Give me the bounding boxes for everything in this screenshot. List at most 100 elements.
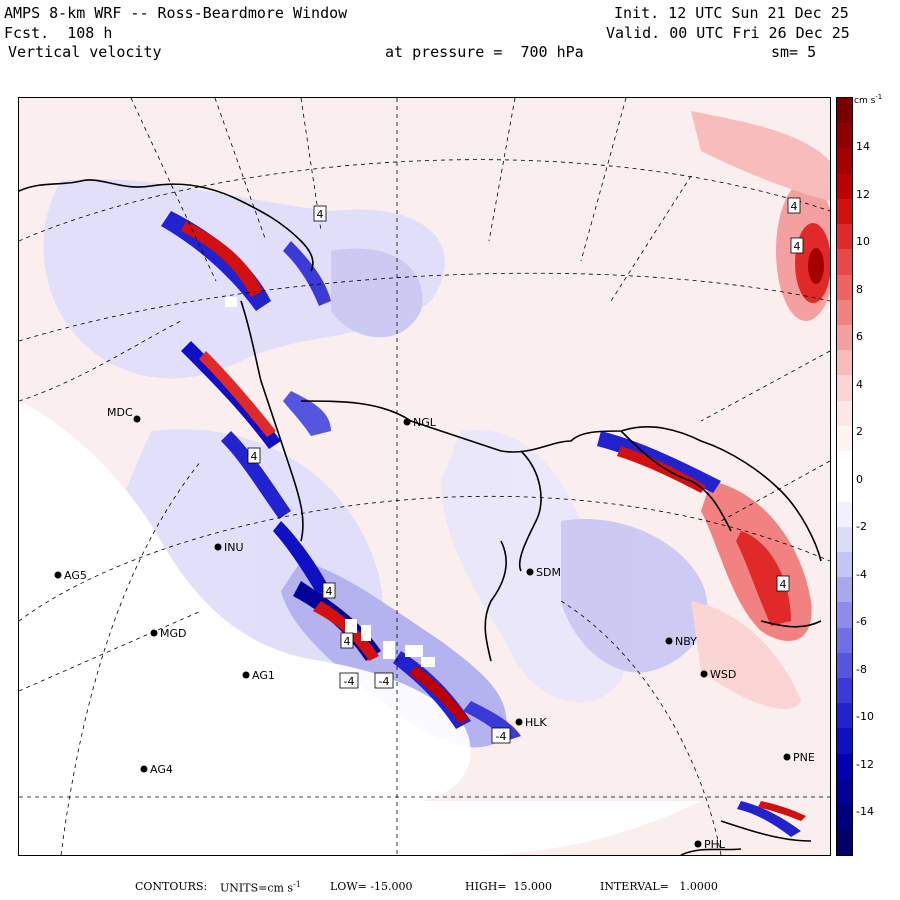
colorbar-tick-label: -6	[856, 615, 867, 628]
colorbar-tick-label: 14	[856, 140, 870, 153]
station-label: INU	[224, 541, 244, 554]
station-marker[interactable]	[242, 671, 250, 679]
contour-label: 4	[340, 632, 354, 649]
terrain-mask-blocks	[225, 297, 435, 667]
svg-text:4: 4	[344, 635, 351, 648]
station-label: WSD	[710, 668, 736, 681]
colorbar-tick-label: 8	[856, 282, 863, 296]
station-marker[interactable]	[150, 629, 158, 637]
graticule	[19, 98, 830, 855]
colorbar-segment	[837, 501, 852, 527]
svg-text:4: 4	[251, 450, 258, 463]
colorbar-segment	[837, 778, 852, 805]
station-marker[interactable]	[665, 637, 673, 645]
colorbar-segment	[837, 703, 852, 729]
colorbar	[836, 97, 853, 856]
colorbar-segment	[837, 551, 852, 578]
svg-text:4: 4	[780, 578, 787, 591]
contour-label: 4	[787, 197, 801, 214]
station-label: PHL	[704, 838, 726, 851]
colorbar-segment	[837, 804, 852, 830]
station-marker[interactable]	[214, 543, 222, 551]
colorbar-tick-label: 0	[856, 472, 863, 486]
mountain-wave-band	[161, 211, 806, 837]
colorbar-tick-label: 4	[856, 377, 863, 391]
station-marker[interactable]	[700, 670, 708, 678]
svg-text:4: 4	[794, 240, 801, 253]
colorbar-segment	[837, 526, 852, 552]
station-marker[interactable]	[526, 568, 534, 576]
station-label: MDC	[107, 406, 133, 419]
contours-label: CONTOURS:	[135, 880, 208, 893]
colorbar-segment	[837, 627, 852, 653]
colorbar-segment	[837, 602, 852, 628]
colorbar-segment	[837, 98, 852, 124]
colorbar-segment	[837, 476, 852, 502]
colorbar-segment	[837, 451, 852, 477]
station-marker[interactable]	[140, 765, 148, 773]
map-panel[interactable]: MDC NGL INU AG5 SDM MGD NBY AG1 WSD HLK AG4 PNE PHL …	[18, 97, 831, 856]
station-label: SDM	[536, 566, 561, 579]
colorbar-unit: cm s-1	[854, 93, 883, 106]
station-marker[interactable]	[54, 571, 62, 579]
colorbar-tick-label: -4	[856, 567, 867, 581]
contour-label: -4	[374, 672, 394, 689]
plateau-south	[19, 801, 701, 855]
colorbar-segment	[837, 324, 852, 351]
colorbar-segment	[837, 173, 852, 199]
colorbar-segment	[837, 753, 852, 779]
station-label: MGD	[160, 627, 187, 640]
contours-low: LOW= -15.000	[330, 880, 413, 893]
colorbar-segment	[837, 148, 852, 174]
station-marker[interactable]	[403, 418, 411, 426]
pressure-level: at pressure = 700 hPa	[385, 43, 584, 61]
contour-label: 4	[322, 582, 336, 599]
station-marker[interactable]	[515, 718, 523, 726]
colorbar-tick-label: -8	[856, 662, 867, 676]
contour-label: -4	[339, 672, 359, 689]
colorbar-tick-label: 2	[856, 425, 863, 438]
svg-text:4: 4	[317, 208, 324, 221]
smoothing-value: sm= 5	[771, 43, 817, 61]
station-marker[interactable]	[694, 840, 702, 848]
valid-time: Valid. 00 UTC Fri 26 Dec 25	[606, 24, 850, 42]
contours-interval: INTERVAL= 1.0000	[600, 880, 718, 893]
colorbar-segment	[837, 198, 852, 225]
station-label: NGL	[413, 416, 437, 429]
contours-high: HIGH= 15.000	[465, 880, 553, 893]
colorbar-segment	[837, 678, 852, 704]
contour-label: -4	[491, 727, 511, 744]
station-marker[interactable]	[133, 415, 141, 423]
colorbar-tick-label: -2	[856, 520, 867, 533]
colorbar-segment	[837, 224, 852, 250]
colorbar-tick-label: -12	[856, 757, 874, 771]
colorbar-segment	[837, 652, 852, 679]
contour-label: 4	[313, 205, 327, 222]
colorbar-segment	[837, 829, 852, 855]
svg-text:4: 4	[326, 585, 333, 598]
contour-label: 4	[776, 575, 790, 592]
colorbar-segment	[837, 123, 852, 149]
contours-units: UNITS=cm s-1	[220, 880, 301, 895]
vertical-velocity-map	[19, 98, 830, 855]
contour-label: 4	[247, 447, 261, 464]
station-label: AG5	[64, 569, 87, 582]
colorbar-segment	[837, 375, 852, 401]
map-title: AMPS 8-km WRF -- Ross-Beardmore Window	[4, 4, 348, 22]
colorbar-tick-label: 12	[856, 187, 870, 201]
forecast-hour: Fcst. 108 h	[4, 24, 113, 42]
plateau-area	[19, 401, 471, 801]
svg-text:4: 4	[791, 200, 798, 213]
station-label: AG4	[150, 763, 173, 776]
colorbar-segment	[837, 577, 852, 603]
station-label: HLK	[525, 716, 547, 729]
colorbar-segment	[837, 249, 852, 275]
colorbar-segment	[837, 299, 852, 325]
colorbar-tick-label: -10	[856, 710, 874, 723]
colorbar-tick-label: 6	[856, 330, 863, 343]
red-field-areas	[691, 111, 830, 710]
colorbar-tick-label: -14	[856, 805, 874, 818]
station-marker[interactable]	[783, 753, 791, 761]
svg-text:-4: -4	[344, 675, 355, 688]
